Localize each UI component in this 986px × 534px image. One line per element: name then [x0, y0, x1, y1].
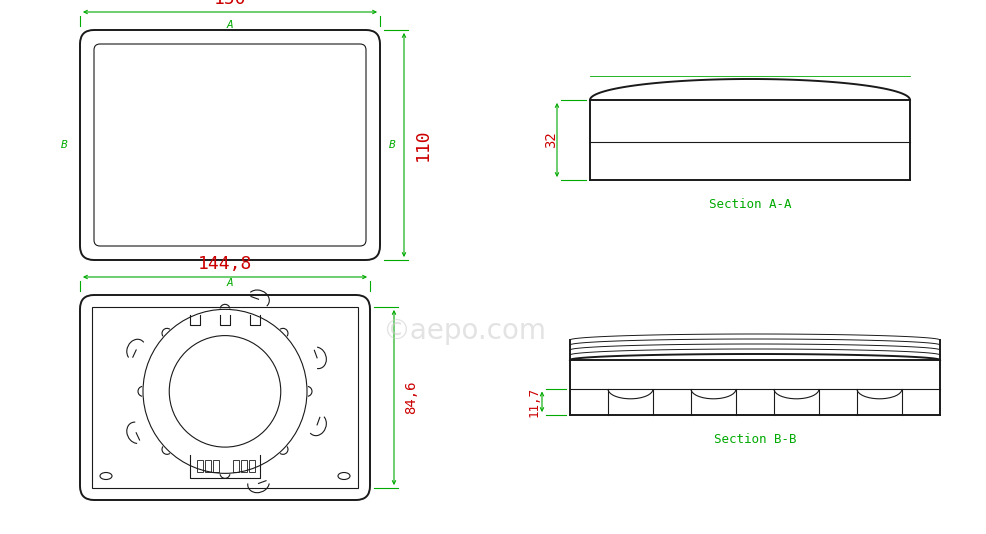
Text: Section B-B: Section B-B [713, 433, 796, 446]
Text: 84,6: 84,6 [403, 381, 418, 414]
Bar [248, 460, 254, 472]
Bar [213, 460, 219, 472]
Text: Section A-A: Section A-A [708, 198, 791, 211]
Text: 150: 150 [214, 0, 246, 8]
Text: 144,8: 144,8 [197, 255, 252, 273]
Text: 32: 32 [543, 131, 557, 148]
Text: 110: 110 [413, 129, 432, 161]
Bar [197, 460, 203, 472]
Bar [233, 460, 239, 472]
Text: ©aepo.com: ©aepo.com [382, 317, 545, 345]
Text: 11,7: 11,7 [527, 387, 540, 417]
Text: B: B [60, 140, 67, 150]
Text: B: B [388, 140, 395, 150]
Text: A: A [227, 278, 233, 288]
Bar [205, 460, 211, 472]
Bar [241, 460, 246, 472]
Text: A: A [227, 20, 233, 30]
Bar [92, 307, 358, 488]
